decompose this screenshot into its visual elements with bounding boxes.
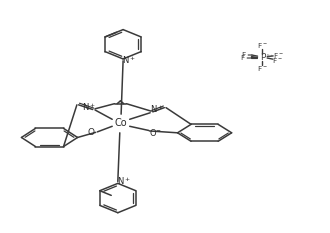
Text: F$=$: F$=$: [241, 50, 253, 58]
Text: N$^+$: N$^+$: [150, 104, 164, 115]
Text: F$^-$: F$^-$: [257, 64, 268, 73]
Text: F$=$: F$=$: [240, 53, 253, 62]
Text: F$^-$: F$^-$: [273, 51, 283, 60]
Text: F$^-$: F$^-$: [272, 56, 283, 65]
Text: P: P: [260, 53, 265, 62]
Text: O$^{-}$: O$^{-}$: [149, 127, 162, 138]
Text: N$^+$: N$^+$: [117, 175, 131, 187]
Text: F$^-$: F$^-$: [257, 41, 268, 50]
Text: $^{5+}$: $^{5+}$: [266, 54, 275, 59]
Text: O: O: [87, 128, 94, 137]
Text: N$^+$: N$^+$: [122, 54, 136, 66]
Text: Co: Co: [114, 119, 127, 128]
Text: N$^+$: N$^+$: [82, 101, 96, 113]
